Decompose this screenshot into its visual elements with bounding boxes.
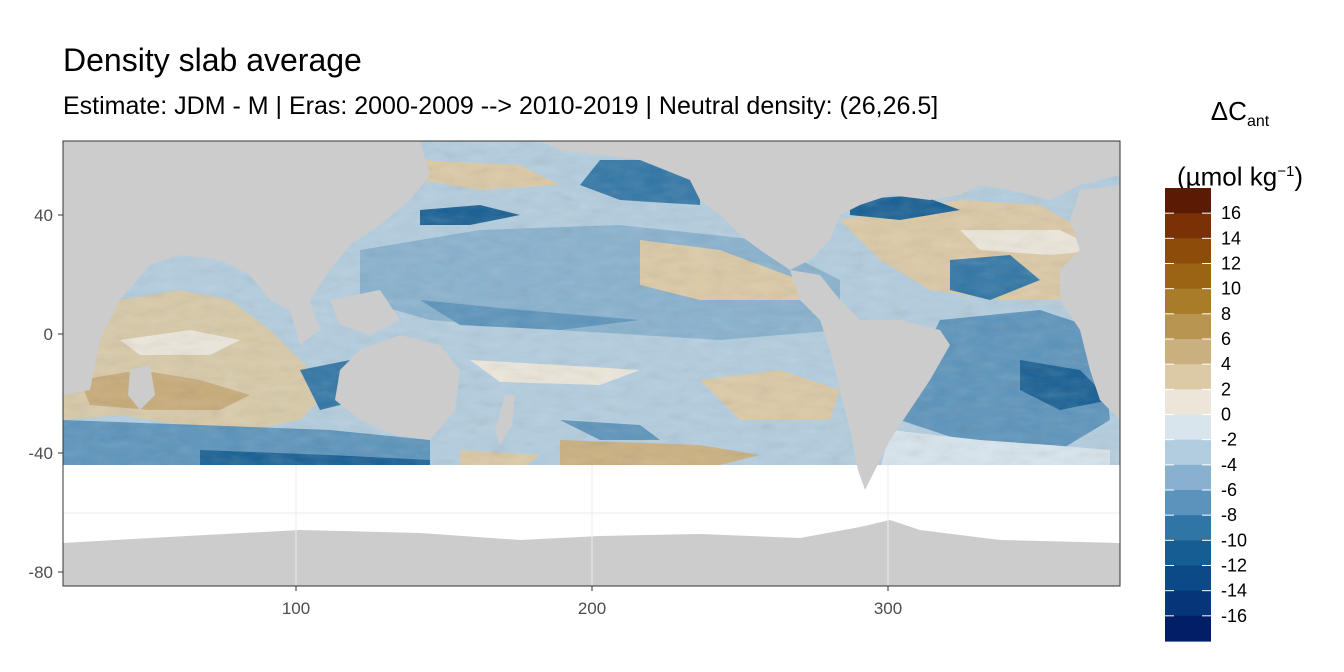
colorbar-swatch: [1165, 464, 1211, 491]
y-tick-label: -80: [28, 563, 53, 582]
y-tick-label: 0: [44, 325, 53, 344]
indonesia: [330, 290, 400, 335]
colorbar-label: -16: [1221, 606, 1247, 626]
x-axis: 100 200 300: [282, 599, 902, 618]
madagascar: [128, 365, 155, 410]
colorbar-labels: 16 14 12 10 8 6 4 2 0 -2 -4 -6 -8 -10 -12 -14 -16: [1221, 203, 1247, 626]
new-zealand: [495, 395, 515, 445]
colorbar-swatch: [1165, 339, 1211, 365]
y-tick-label: -40: [28, 444, 53, 463]
colorbar-label: -14: [1221, 581, 1247, 601]
colorbar-swatch: [1165, 263, 1211, 290]
north-america: [540, 141, 1120, 270]
legend-unit-suffix: ): [1294, 161, 1303, 192]
y-tick-label: 40: [34, 206, 53, 225]
colorbar-swatch: [1165, 490, 1211, 516]
colorbar-swatch: [1165, 565, 1211, 592]
africa-asia-land: [63, 141, 430, 395]
europe-africa-east: [1060, 185, 1120, 420]
x-tick-label: 200: [578, 599, 606, 618]
colorbar-swatch: [1165, 313, 1211, 340]
legend-subscript: ant: [1246, 113, 1270, 131]
axis-ticks: [58, 214, 889, 591]
colorbar-label: 10: [1221, 279, 1241, 299]
gridlines: [63, 465, 1120, 586]
colorbar-swatch: [1165, 540, 1211, 567]
colorbar-swatch: [1165, 213, 1211, 239]
colorbar-swatch: [1165, 364, 1211, 390]
colorbar-swatch: [1165, 238, 1211, 265]
colorbar-label: -12: [1221, 556, 1247, 576]
colorbar-label: 2: [1221, 379, 1231, 399]
colorbar-swatch: [1165, 389, 1211, 416]
x-tick-label: 300: [874, 599, 902, 618]
colorbar-label: 12: [1221, 254, 1241, 274]
colorbar-label: 0: [1221, 405, 1231, 425]
australia: [335, 335, 460, 440]
legend-title: ΔCant (µmol kg−1): [1160, 86, 1320, 202]
colorbar-swatch: [1165, 615, 1211, 642]
colorbar-label: 6: [1221, 329, 1231, 349]
map-title: Density slab average: [63, 42, 362, 78]
colorbar-swatch: [1165, 414, 1211, 441]
colorbar-label: -8: [1221, 505, 1237, 525]
colorbar-swatch: [1165, 439, 1211, 466]
x-tick-label: 100: [282, 599, 310, 618]
colorbar-swatch: [1165, 188, 1211, 214]
legend-symbol: ΔC: [1210, 96, 1247, 126]
map-subtitle: Estimate: JDM - M | Eras: 2000-2009 --> …: [63, 92, 939, 120]
colorbar-swatch: [1165, 590, 1211, 617]
colorbar-swatch: [1165, 515, 1211, 541]
colorbar-label: -10: [1221, 530, 1247, 550]
greenland: [1000, 141, 1120, 175]
colorbar-label: 4: [1221, 354, 1231, 374]
south-america: [790, 270, 950, 490]
y-axis: 40 0 -40 -80: [28, 206, 53, 582]
colorbar-label: -6: [1221, 480, 1237, 500]
legend-unit-sup: −1: [1277, 163, 1295, 181]
colorbar-label: -2: [1221, 430, 1237, 450]
map-panel: [63, 141, 1120, 586]
colorbar-label: 14: [1221, 228, 1241, 248]
legend-unit-prefix: (µmol kg: [1177, 161, 1278, 192]
colorbar-label: 8: [1221, 304, 1231, 324]
colorbar: [1165, 188, 1211, 642]
colorbar-label: -4: [1221, 455, 1237, 475]
colorbar-label: 16: [1221, 203, 1241, 223]
colorbar-swatch: [1165, 288, 1211, 315]
